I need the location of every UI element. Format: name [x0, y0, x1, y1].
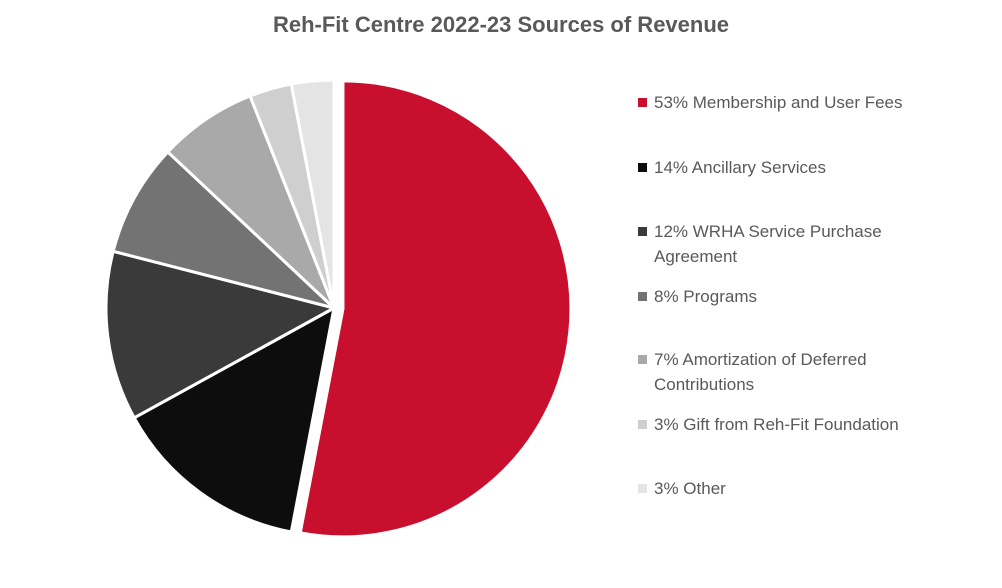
legend-label: 8% Programs	[654, 287, 757, 306]
legend-swatch	[638, 227, 647, 236]
legend-item: 8% Programs	[638, 284, 954, 309]
pie-chart	[104, 78, 573, 539]
legend-item: 7% Amortization of Deferred Contribution…	[638, 347, 954, 397]
pie-slice	[111, 149, 336, 310]
legend-swatch	[638, 484, 647, 493]
legend-label: 12% WRHA Service Purchase Agreement	[654, 222, 882, 266]
legend-swatch	[638, 292, 647, 301]
pie-slice	[132, 305, 337, 534]
legend-item: 3% Gift from Reh-Fit Foundation	[638, 412, 954, 437]
legend-label: 3% Other	[654, 479, 726, 498]
pie-slice	[298, 79, 573, 539]
legend-label: 53% Membership and User Fees	[654, 93, 903, 112]
pie-slice	[289, 78, 336, 309]
legend-label: 7% Amortization of Deferred Contribution…	[654, 350, 867, 394]
pie-slice	[104, 249, 339, 420]
legend-item: 3% Other	[638, 476, 954, 501]
legend-label: 14% Ancillary Services	[654, 158, 826, 177]
chart-title: Reh-Fit Centre 2022-23 Sources of Revenu…	[272, 12, 730, 37]
legend-swatch	[638, 355, 647, 364]
legend-item: 53% Membership and User Fees	[638, 90, 954, 115]
legend-swatch	[638, 420, 647, 429]
legend-item: 12% WRHA Service Purchase Agreement	[638, 219, 954, 269]
legend-label: 3% Gift from Reh-Fit Foundation	[654, 415, 899, 434]
legend-swatch	[638, 163, 647, 172]
legend-swatch	[638, 98, 647, 107]
legend-item: 14% Ancillary Services	[638, 155, 954, 180]
